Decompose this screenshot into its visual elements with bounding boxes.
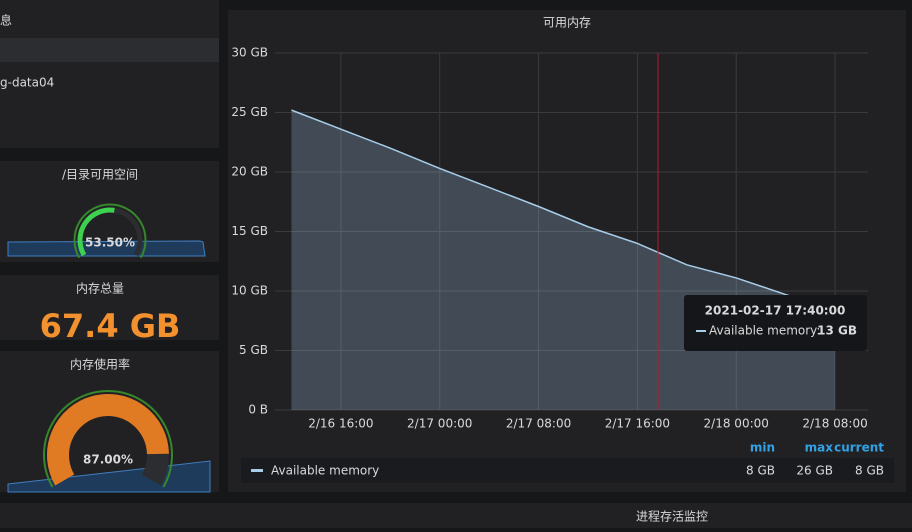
x-tick-label: 2/16 16:00 bbox=[308, 417, 373, 431]
gauge-title: 内存使用率 bbox=[70, 357, 130, 372]
y-tick-label: 0 B bbox=[248, 403, 268, 417]
sparkline bbox=[7, 240, 206, 257]
legend-header: max bbox=[805, 441, 834, 455]
legend-swatch bbox=[251, 469, 263, 472]
x-tick-label: 2/17 08:00 bbox=[506, 417, 571, 431]
legend-value: 8 GB bbox=[746, 464, 775, 478]
row bbox=[0, 38, 219, 62]
panel bbox=[0, 0, 219, 148]
panel bbox=[0, 503, 912, 528]
x-tick-label: 2/18 00:00 bbox=[704, 417, 769, 431]
x-tick-label: 2/17 00:00 bbox=[407, 417, 472, 431]
host: g-data04 bbox=[0, 76, 54, 90]
legend-header: current bbox=[834, 441, 884, 455]
panel bbox=[0, 275, 219, 340]
panel-title: 息 bbox=[0, 13, 12, 28]
y-tick-label: 30 GB bbox=[231, 46, 268, 60]
panel-title: 内存总量 bbox=[76, 282, 124, 296]
gauge-title: /目录可用空间 bbox=[62, 168, 138, 182]
tooltip-label: Available memory: bbox=[709, 324, 820, 338]
panel-title: 进程存活监控 bbox=[636, 509, 708, 524]
gauge-threshold bbox=[73, 203, 147, 259]
chart-title: 可用内存 bbox=[543, 16, 591, 30]
y-tick-label: 25 GB bbox=[231, 105, 268, 119]
x-tick-label: 2/17 16:00 bbox=[605, 417, 670, 431]
tooltip-value: 13 GB bbox=[817, 324, 857, 338]
tooltip-time: 2021-02-17 17:40:00 bbox=[705, 304, 846, 318]
y-tick-label: 5 GB bbox=[239, 343, 268, 357]
x-tick-label: 2/18 08:00 bbox=[802, 417, 867, 431]
tooltip bbox=[684, 295, 867, 351]
legend-label: Available memory bbox=[271, 464, 379, 478]
stat-value: 67.4 GB bbox=[40, 307, 181, 345]
line bbox=[291, 109, 836, 310]
tooltip-swatch bbox=[696, 330, 706, 332]
legend-value: 26 GB bbox=[796, 464, 833, 478]
gauge-value bbox=[77, 207, 115, 257]
gauge-threshold bbox=[43, 390, 173, 488]
gauge-label: 53.50% bbox=[85, 236, 135, 250]
gauge-value bbox=[47, 394, 169, 486]
y-tick-label: 15 GB bbox=[231, 224, 268, 238]
y-tick-label: 20 GB bbox=[231, 165, 268, 179]
legend-header: min bbox=[750, 441, 775, 455]
gauge-label: 87.00% bbox=[83, 453, 133, 467]
y-tick-label: 10 GB bbox=[231, 284, 268, 298]
legend-value: 8 GB bbox=[855, 464, 884, 478]
legend-bar bbox=[241, 458, 894, 483]
